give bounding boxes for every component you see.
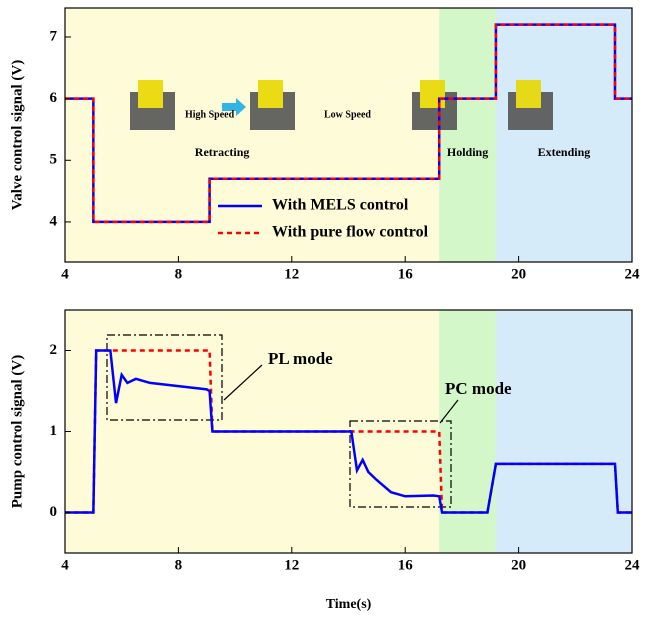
- panel: [65, 8, 632, 262]
- annotation: Low Speed: [324, 109, 371, 120]
- y-axis-label: Valve control signal (V): [9, 60, 25, 210]
- plot-frame: [64, 7, 633, 263]
- y-tick-label: 7: [50, 28, 58, 44]
- y-tick-label: 5: [50, 152, 58, 168]
- x-tick-label: 16: [398, 557, 414, 573]
- x-tick-label: 24: [625, 266, 641, 282]
- x-tick-label: 4: [61, 266, 69, 282]
- x-tick-label: 4: [61, 557, 69, 573]
- y-tick-label: 6: [50, 90, 58, 106]
- x-tick-label: 12: [284, 557, 299, 573]
- x-tick-label: 8: [175, 557, 183, 573]
- mode-boxes: [106, 334, 459, 508]
- x-tick-label: 12: [284, 266, 299, 282]
- y-tick-label: 1: [50, 423, 58, 439]
- excavator-icon: [516, 80, 541, 108]
- legend-label: With MELS control: [272, 197, 409, 214]
- y-tick-label: 2: [50, 342, 58, 358]
- callout-line: [439, 399, 459, 424]
- region-label: Extending: [538, 145, 591, 159]
- x-tick-label: 24: [625, 557, 641, 573]
- region-label: Holding: [447, 145, 488, 159]
- mode-box: [349, 420, 452, 508]
- y-axis-label: Pump control signal (V): [9, 355, 25, 508]
- y-tick-label: 0: [50, 504, 58, 520]
- series-line: [65, 349, 632, 514]
- region: [65, 8, 440, 262]
- excavator-icon: [138, 80, 163, 108]
- x-tick-label: 8: [175, 266, 183, 282]
- x-tick-label: 20: [511, 266, 526, 282]
- excavator-icon: [420, 80, 445, 108]
- region-label: Retracting: [195, 145, 250, 159]
- excavator-icons: [130, 80, 553, 130]
- annotation: PC mode: [445, 379, 512, 398]
- x-tick-label: 16: [398, 266, 414, 282]
- excavator-icon: [258, 80, 283, 108]
- annotation: High Speed: [185, 109, 235, 120]
- region: [495, 310, 632, 553]
- x-axis-label: Time(s): [326, 597, 372, 612]
- region: [495, 8, 632, 262]
- region: [439, 310, 496, 553]
- annotation: PL mode: [268, 349, 333, 368]
- x-tick-label: 20: [511, 557, 526, 573]
- mode-box: [106, 334, 223, 421]
- callout-line: [223, 364, 263, 401]
- legend-label: With pure flow control: [272, 224, 429, 241]
- arrow: [222, 98, 246, 116]
- series-line: [65, 23, 632, 224]
- y-tick-label: 4: [50, 213, 58, 229]
- region: [439, 8, 496, 262]
